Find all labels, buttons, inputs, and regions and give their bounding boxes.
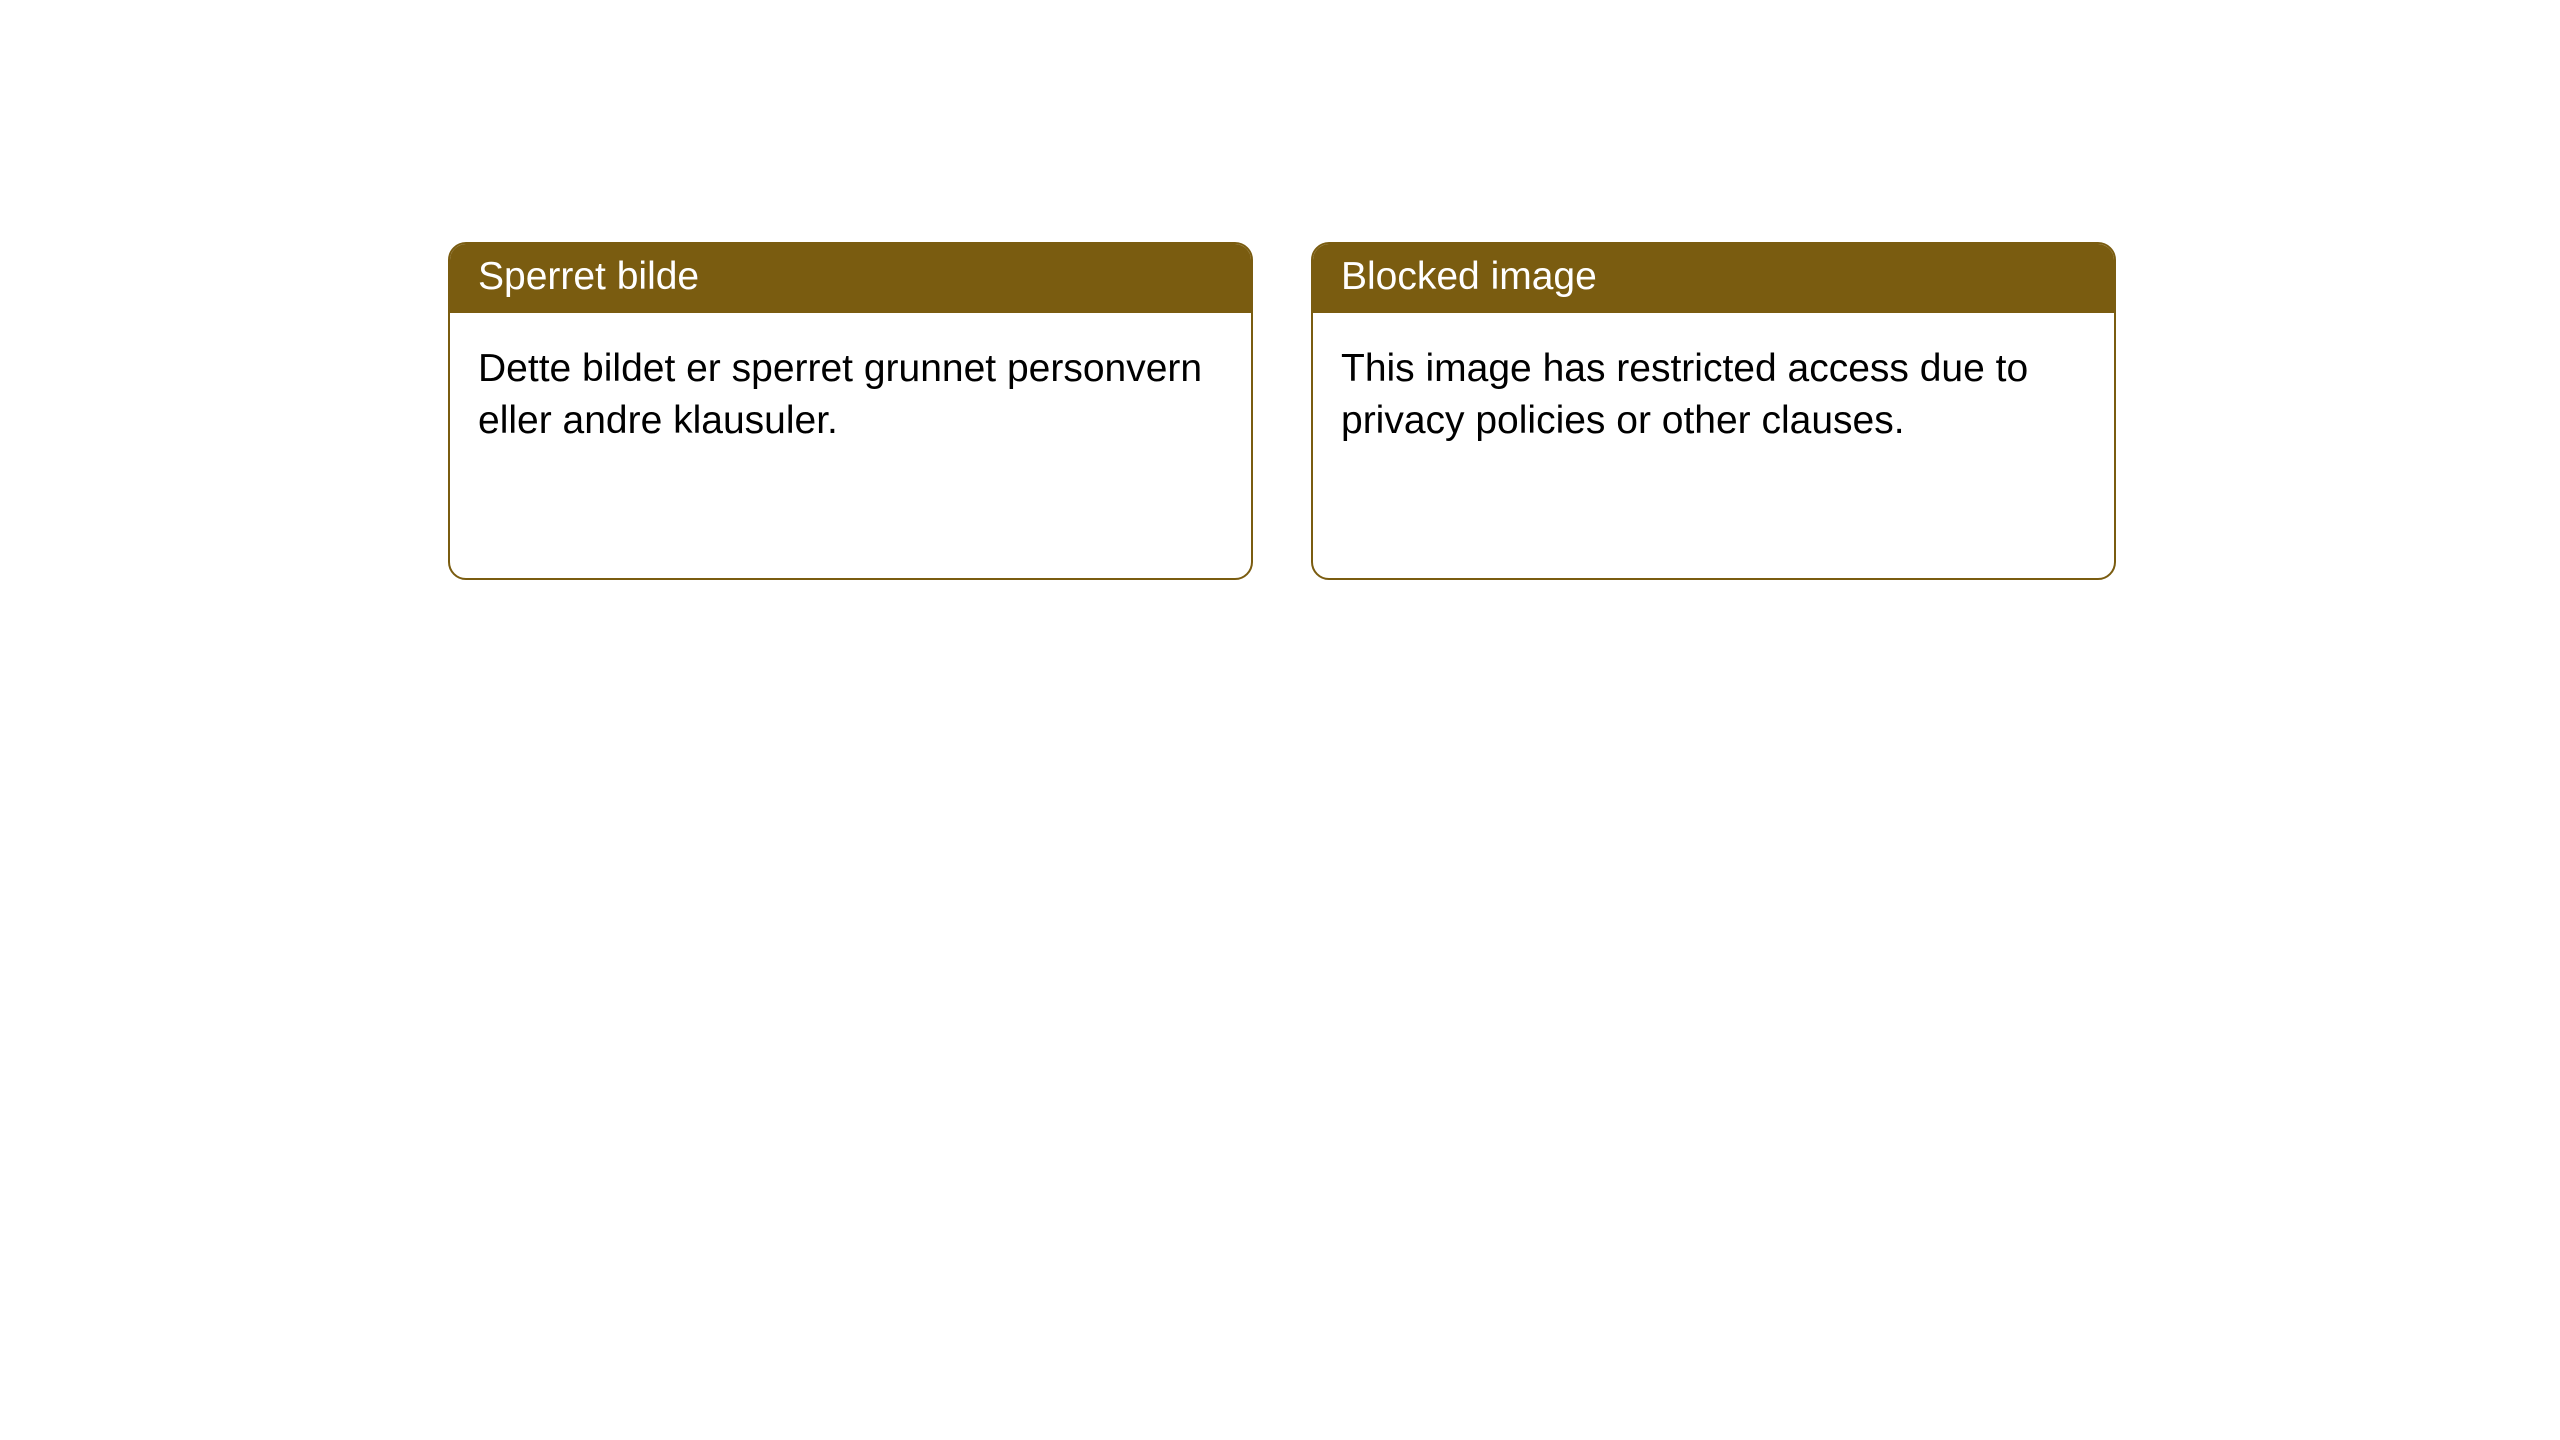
card-body-en: This image has restricted access due to … <box>1313 313 2114 478</box>
card-header-en: Blocked image <box>1313 244 2114 313</box>
notice-container: Sperret bilde Dette bildet er sperret gr… <box>0 0 2560 580</box>
card-header-no: Sperret bilde <box>450 244 1251 313</box>
card-body-no: Dette bildet er sperret grunnet personve… <box>450 313 1251 478</box>
blocked-image-card-en: Blocked image This image has restricted … <box>1311 242 2116 580</box>
blocked-image-card-no: Sperret bilde Dette bildet er sperret gr… <box>448 242 1253 580</box>
